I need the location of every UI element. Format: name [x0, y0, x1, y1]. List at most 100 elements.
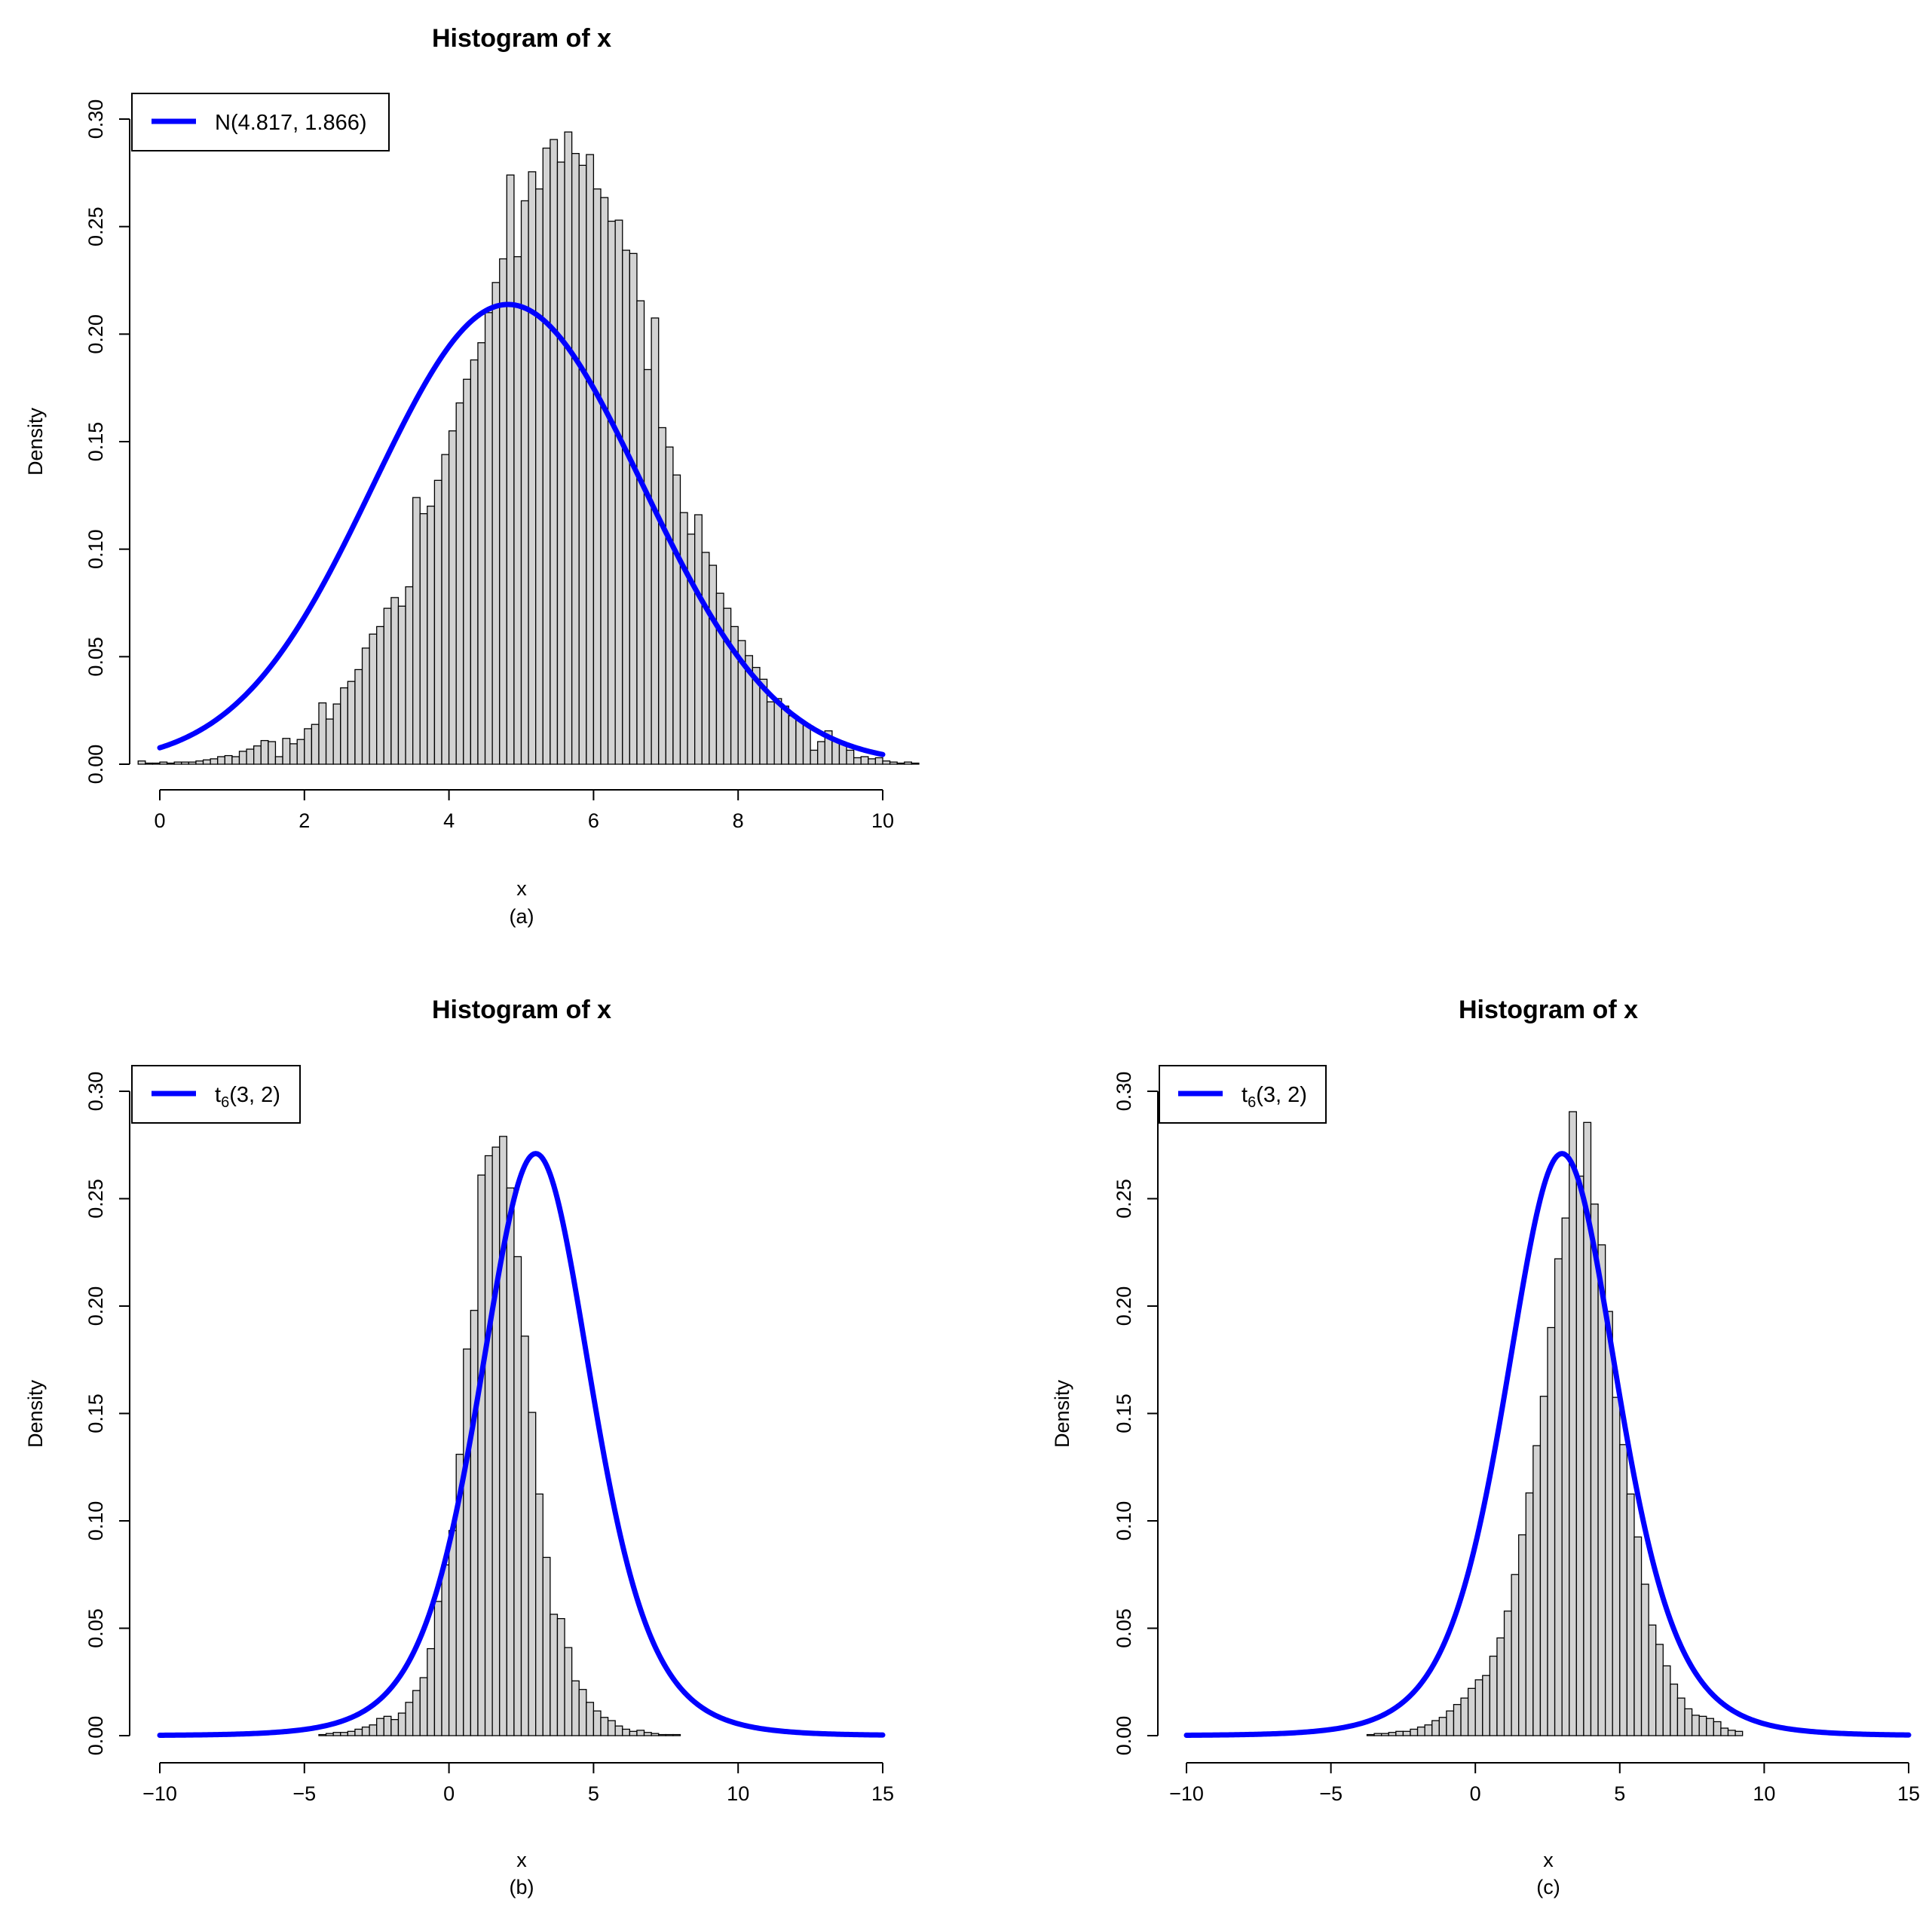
histogram-bar: [1539, 1396, 1548, 1736]
histogram-bar: [448, 1530, 457, 1736]
histogram-bar: [1575, 1175, 1584, 1736]
histogram-bar: [586, 1702, 595, 1736]
histogram-bar: [470, 359, 479, 765]
histogram-bar: [1438, 1717, 1447, 1736]
histogram-bar: [1489, 1655, 1498, 1736]
histogram-bar: [390, 1718, 400, 1736]
histogram-bar: [1525, 1492, 1534, 1736]
histogram-bar: [607, 1720, 616, 1736]
legend-label-c: t6(3, 2): [1242, 1083, 1307, 1111]
histogram-bar: [622, 249, 631, 765]
histogram-bar: [427, 1647, 436, 1736]
histogram-bar: [874, 757, 883, 765]
histogram-bar: [354, 1728, 363, 1736]
histogram-bar: [173, 761, 182, 765]
histogram-bar: [571, 152, 580, 765]
histogram-bar: [868, 758, 877, 765]
x-tick-label: 0: [443, 1782, 455, 1805]
y-tick-label: 0.20: [84, 314, 107, 354]
histogram-bar: [860, 756, 869, 765]
y-tick-label: 0.10: [84, 529, 107, 569]
y-tick-label: 0.30: [1113, 1072, 1135, 1112]
histogram-bar: [152, 762, 161, 765]
histogram-bar: [564, 131, 573, 765]
histogram-bar: [1727, 1730, 1736, 1736]
histogram-bar: [376, 626, 384, 765]
panel-b: Histogram of x −10 −5 0 5 10 15 0.000.050.100…: [24, 996, 894, 1898]
histogram-bar: [188, 761, 197, 765]
histogram-bar: [1676, 1697, 1686, 1736]
histogram-bar: [810, 749, 819, 765]
histogram-bar: [520, 1335, 529, 1736]
histogram-bar: [773, 698, 782, 765]
histogram-bar: [1633, 1536, 1643, 1736]
histogram-bar: [311, 724, 320, 765]
histogram-bar: [831, 739, 840, 765]
histogram-bar: [889, 761, 898, 765]
histogram-bar: [260, 739, 269, 765]
histogram-bar: [651, 317, 660, 765]
fitted-curve-a: [157, 301, 886, 757]
histogram-bar: [694, 514, 703, 765]
histogram-bar: [1561, 1217, 1570, 1736]
histogram-bar: [1496, 1637, 1505, 1736]
histogram-bar: [1547, 1326, 1556, 1736]
histogram-bar: [651, 1733, 660, 1736]
x-tick-label: 5: [588, 1782, 599, 1805]
histogram-bar: [491, 282, 501, 765]
histogram-bar: [506, 1187, 515, 1736]
histogram-bar: [427, 505, 436, 765]
histogram-bar: [701, 552, 710, 765]
histogram-bar: [1706, 1718, 1714, 1736]
histogram-bar: [1518, 1534, 1526, 1736]
histogram-bar: [672, 1733, 681, 1736]
histogram-bar: [332, 1732, 341, 1736]
histogram-bar: [643, 1732, 652, 1736]
histogram-bar: [535, 188, 543, 765]
histogram-bar: [282, 738, 291, 765]
histogram-bar: [433, 1601, 442, 1736]
y-tick-label: 0.20: [1113, 1286, 1135, 1326]
histogram-bar: [304, 728, 313, 765]
plot-title-a: Histogram of x: [432, 24, 611, 53]
histogram-bar: [1684, 1708, 1693, 1736]
legend-b: t6(3, 2): [131, 1065, 301, 1124]
histogram-bar: [520, 200, 529, 765]
histogram-bar: [528, 1412, 537, 1736]
y-axis-label-b: Density: [24, 1379, 47, 1448]
histogram-bar: [340, 687, 348, 765]
legend-label-b: t6(3, 2): [215, 1083, 280, 1111]
fitted-curve-b: [157, 1151, 886, 1738]
panel-c: Histogram of x −10 −5 0 5 10 15 0.000.050.100…: [1051, 996, 1920, 1898]
y-tick-label: 0.20: [84, 1286, 107, 1326]
histogram-bar: [376, 1718, 384, 1736]
histogram-bar: [578, 1689, 587, 1736]
histogram-bar: [1366, 1733, 1375, 1736]
y-tick-label: 0.10: [84, 1501, 107, 1541]
histogram-bar: [1467, 1687, 1476, 1736]
histogram-bar: [586, 154, 595, 765]
histogram-bar: [405, 586, 414, 765]
histogram-bar: [325, 1733, 334, 1736]
y-axis-label-c: Density: [1051, 1379, 1073, 1448]
histogram-bar: [499, 258, 507, 765]
x-axis-c: −10 −5 0 5 10 15: [1169, 1762, 1920, 1805]
histogram-bar: [1402, 1730, 1411, 1736]
histogram-bars-b: [318, 1136, 681, 1736]
y-tick-label: 0.05: [84, 1608, 107, 1648]
histogram-bar: [347, 1730, 356, 1736]
y-tick-label: 0.30: [84, 1072, 107, 1112]
plot-title-b: Histogram of x: [432, 996, 611, 1024]
histogram-bar: [607, 220, 616, 765]
histogram-bar: [477, 1174, 486, 1736]
histogram-bar: [1720, 1727, 1729, 1736]
histogram-bar: [419, 512, 428, 765]
histogram-bar: [672, 474, 681, 765]
histogram-bar: [846, 749, 855, 765]
histogram-bar: [1698, 1715, 1707, 1736]
histogram-bar: [564, 1647, 573, 1736]
histogram-bar: [1453, 1704, 1462, 1736]
y-tick-label: 0.05: [84, 637, 107, 677]
histogram-bar: [253, 745, 262, 765]
histogram-bar: [159, 761, 168, 765]
